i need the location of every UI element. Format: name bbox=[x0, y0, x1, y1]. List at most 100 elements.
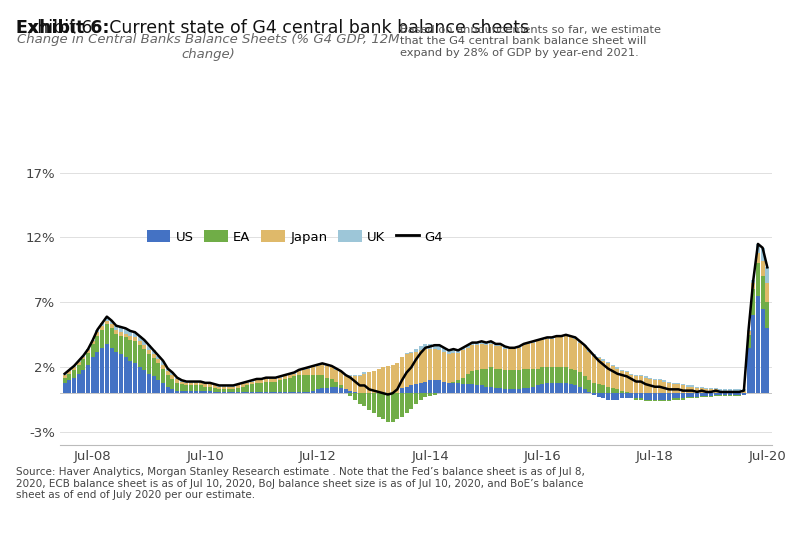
Bar bbox=[82, 357, 86, 359]
Bar bbox=[582, 347, 586, 377]
Bar bbox=[615, 367, 619, 368]
Bar bbox=[254, 380, 258, 383]
Bar bbox=[175, 379, 179, 383]
Bar bbox=[142, 370, 146, 393]
Bar bbox=[756, 296, 760, 393]
Bar bbox=[297, 371, 301, 375]
Bar bbox=[681, 393, 685, 398]
Bar bbox=[110, 325, 114, 328]
Bar bbox=[569, 337, 573, 368]
Bar bbox=[123, 328, 127, 333]
Bar bbox=[517, 370, 521, 389]
Bar bbox=[738, 390, 742, 393]
Bar bbox=[728, 390, 732, 393]
Bar bbox=[433, 393, 437, 394]
Bar bbox=[156, 380, 160, 393]
Bar bbox=[119, 332, 123, 336]
Bar bbox=[274, 379, 278, 382]
Bar bbox=[606, 363, 610, 387]
Bar bbox=[695, 393, 699, 397]
Bar bbox=[634, 393, 638, 398]
Bar bbox=[489, 387, 493, 393]
Bar bbox=[451, 349, 455, 353]
Bar bbox=[512, 348, 516, 349]
Bar bbox=[620, 370, 624, 371]
Bar bbox=[545, 337, 549, 338]
Bar bbox=[203, 384, 207, 387]
Bar bbox=[564, 335, 568, 336]
Bar bbox=[123, 357, 127, 393]
Bar bbox=[77, 374, 81, 393]
Bar bbox=[676, 398, 680, 400]
Bar bbox=[292, 374, 296, 377]
Bar bbox=[203, 387, 207, 390]
Bar bbox=[100, 348, 104, 393]
Bar bbox=[226, 385, 230, 387]
Bar bbox=[639, 377, 643, 393]
Bar bbox=[119, 327, 123, 332]
Bar bbox=[358, 393, 362, 404]
Bar bbox=[194, 383, 198, 385]
Bar bbox=[541, 340, 545, 367]
Bar bbox=[156, 356, 160, 359]
Bar bbox=[756, 244, 760, 253]
Bar bbox=[67, 374, 71, 380]
Bar bbox=[311, 367, 315, 375]
Bar bbox=[194, 382, 198, 383]
Bar bbox=[100, 323, 104, 326]
Bar bbox=[156, 359, 160, 363]
Bar bbox=[461, 348, 465, 351]
Bar bbox=[311, 375, 315, 390]
Bar bbox=[90, 357, 94, 393]
Bar bbox=[733, 394, 737, 396]
Bar bbox=[67, 371, 71, 374]
Bar bbox=[189, 382, 193, 383]
Bar bbox=[161, 368, 165, 383]
Bar bbox=[461, 378, 465, 384]
Bar bbox=[334, 382, 338, 387]
Bar bbox=[100, 326, 104, 330]
Bar bbox=[283, 375, 287, 377]
Bar bbox=[433, 380, 437, 393]
Bar bbox=[170, 373, 174, 375]
Bar bbox=[625, 373, 629, 392]
Bar bbox=[498, 368, 502, 388]
Bar bbox=[147, 354, 151, 374]
Bar bbox=[667, 393, 671, 400]
Bar bbox=[438, 380, 442, 393]
Bar bbox=[208, 383, 212, 384]
Bar bbox=[653, 400, 657, 401]
Bar bbox=[615, 389, 619, 393]
Bar bbox=[761, 309, 765, 393]
Bar bbox=[330, 387, 334, 393]
Bar bbox=[334, 387, 338, 393]
Bar bbox=[189, 385, 193, 390]
Bar bbox=[451, 382, 455, 383]
Bar bbox=[479, 344, 483, 368]
Bar bbox=[512, 370, 516, 389]
Bar bbox=[545, 338, 549, 367]
Bar bbox=[185, 383, 189, 385]
Bar bbox=[470, 371, 474, 384]
Bar bbox=[545, 383, 549, 393]
Bar bbox=[602, 359, 606, 361]
Bar bbox=[128, 331, 132, 336]
Bar bbox=[653, 380, 657, 393]
Bar bbox=[541, 367, 545, 384]
Bar bbox=[418, 347, 422, 351]
Bar bbox=[283, 377, 287, 379]
Bar bbox=[700, 393, 704, 396]
Bar bbox=[686, 385, 690, 387]
Bar bbox=[564, 383, 568, 393]
Bar bbox=[246, 383, 250, 385]
Bar bbox=[494, 344, 498, 347]
Bar bbox=[517, 389, 521, 393]
Bar bbox=[302, 370, 306, 375]
Bar bbox=[756, 253, 760, 263]
Bar bbox=[339, 385, 343, 388]
Bar bbox=[653, 379, 657, 380]
Bar bbox=[658, 379, 662, 380]
Bar bbox=[264, 379, 268, 382]
Bar bbox=[705, 389, 709, 393]
Bar bbox=[709, 389, 713, 393]
